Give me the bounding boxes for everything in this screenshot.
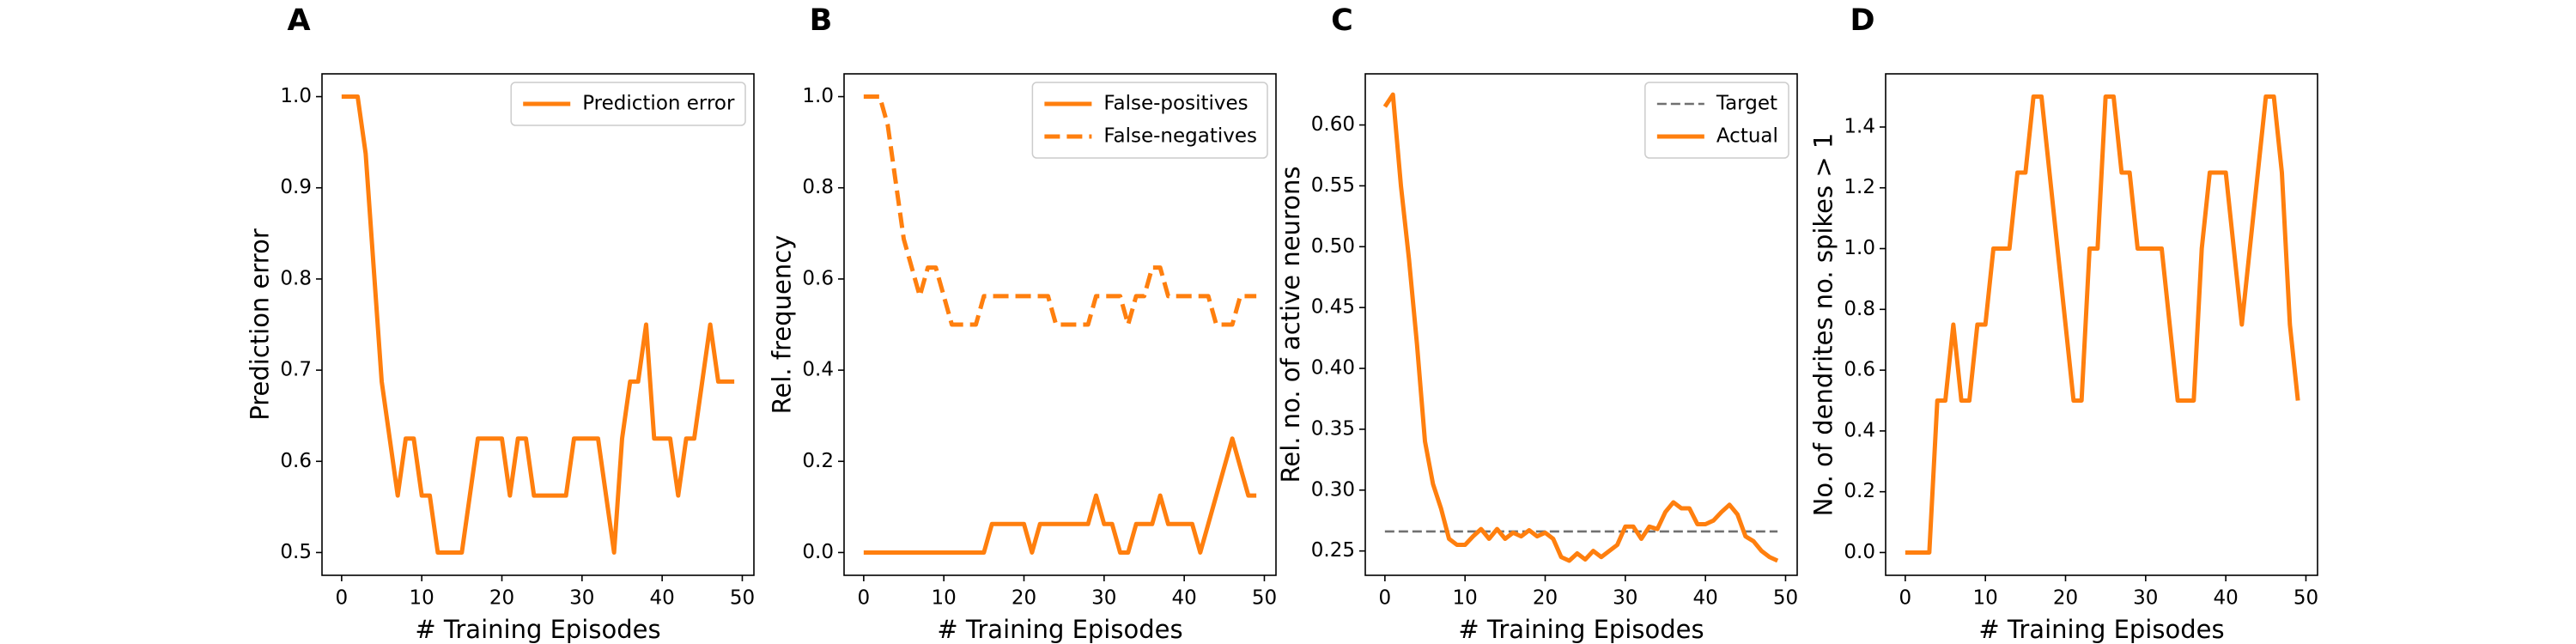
x-tick-label: 20 (1012, 587, 1036, 610)
x-tick-label: 20 (1533, 587, 1558, 610)
y-tick-label: 0.6 (802, 267, 834, 289)
x-tick-label: 10 (1453, 587, 1478, 610)
axes-frame (1885, 73, 2318, 576)
x-tick-label: 0 (1899, 587, 1912, 610)
x-tick-label: 30 (1613, 587, 1637, 610)
data-line (341, 94, 735, 555)
y-tick-label: 0.6 (1844, 359, 1875, 381)
axes-frame (1364, 73, 1798, 576)
y-tick-label: 0.40 (1311, 357, 1355, 380)
panel-label: D (1850, 3, 1874, 38)
axes-frame (843, 73, 1277, 576)
x-tick-label: 30 (2133, 587, 2158, 610)
y-tick-label: 0.8 (802, 176, 834, 198)
legend-label: Target (1716, 93, 1777, 115)
y-tick-label: 0.25 (1311, 539, 1355, 562)
y-tick-label: 1.4 (1844, 115, 1875, 137)
y-tick-label: 0.45 (1311, 296, 1355, 319)
y-tick-label: 0.0 (802, 541, 834, 563)
legend-label: False-positives (1103, 93, 1248, 115)
legend-box (1644, 82, 1789, 159)
x-tick-label: 40 (650, 587, 675, 610)
data-line (1382, 92, 1779, 563)
panel-label: B (810, 3, 833, 38)
legend-box (510, 82, 746, 126)
y-tick-label: 0.4 (1844, 419, 1875, 441)
x-tick-label: 40 (1693, 587, 1718, 610)
y-tick-label: 1.2 (1844, 176, 1875, 198)
x-axis-label: # Training Episodes (937, 615, 1182, 644)
y-tick-label: 0.60 (1311, 113, 1355, 136)
y-tick-label: 0.50 (1311, 235, 1355, 258)
y-tick-label: 0.30 (1311, 478, 1355, 501)
x-tick-label: 50 (730, 587, 755, 610)
x-tick-label: 40 (1172, 587, 1197, 610)
y-tick-label: 0.55 (1311, 174, 1355, 197)
x-axis-label: # Training Episodes (1458, 615, 1704, 644)
x-tick-label: 10 (1973, 587, 1998, 610)
x-tick-label: 10 (932, 587, 957, 610)
y-axis-label: Rel. frequency (767, 235, 796, 415)
y-axis-label: Rel. no. of active neurons (1276, 167, 1305, 483)
y-tick-label: 1.0 (280, 85, 312, 107)
y-tick-label: 0.2 (1844, 480, 1875, 502)
x-axis-label: # Training Episodes (1978, 615, 2224, 644)
y-tick-label: 0.8 (1844, 298, 1875, 320)
data-line (1905, 94, 2300, 555)
y-tick-label: 1.0 (1844, 237, 1875, 259)
legend-box (1031, 82, 1268, 159)
y-tick-label: 0.9 (280, 176, 312, 198)
x-tick-label: 20 (2053, 587, 2078, 610)
y-tick-label: 0.35 (1311, 417, 1355, 440)
x-tick-label: 0 (858, 587, 871, 610)
legend: Prediction error (510, 82, 746, 126)
x-tick-label: 40 (2214, 587, 2239, 610)
y-tick-label: 0.7 (280, 359, 312, 381)
panel-label: C (1331, 3, 1353, 38)
data-line (863, 94, 1257, 327)
y-tick-label: 0.8 (280, 267, 312, 289)
x-tick-label: 50 (1252, 587, 1277, 610)
y-tick-label: 1.0 (802, 85, 834, 107)
legend-label: False-negatives (1103, 125, 1257, 148)
x-tick-label: 10 (410, 587, 434, 610)
x-tick-label: 30 (1091, 587, 1116, 610)
y-axis-label: Prediction error (245, 228, 274, 421)
y-tick-label: 0.5 (280, 541, 312, 563)
legend: Target Actual (1644, 82, 1789, 159)
x-tick-label: 20 (489, 587, 514, 610)
legend: False-positives False-negatives (1031, 82, 1268, 159)
x-tick-label: 50 (1773, 587, 1798, 610)
x-tick-label: 50 (2293, 587, 2318, 610)
legend-label: Actual (1716, 125, 1778, 148)
data-line (863, 436, 1257, 555)
axes-frame (321, 73, 755, 576)
x-tick-label: 30 (569, 587, 594, 610)
panel-label: A (287, 3, 310, 38)
x-tick-label: 0 (1379, 587, 1392, 610)
y-tick-label: 0.0 (1844, 541, 1875, 563)
x-tick-label: 0 (336, 587, 349, 610)
y-tick-label: 0.6 (280, 450, 312, 472)
y-tick-label: 0.4 (802, 359, 834, 381)
x-axis-label: # Training Episodes (415, 615, 660, 644)
y-tick-label: 0.2 (802, 450, 834, 472)
legend-label: Prediction error (582, 93, 735, 115)
y-axis-label: No. of dendrites no. spikes > 1 (1808, 133, 1838, 517)
